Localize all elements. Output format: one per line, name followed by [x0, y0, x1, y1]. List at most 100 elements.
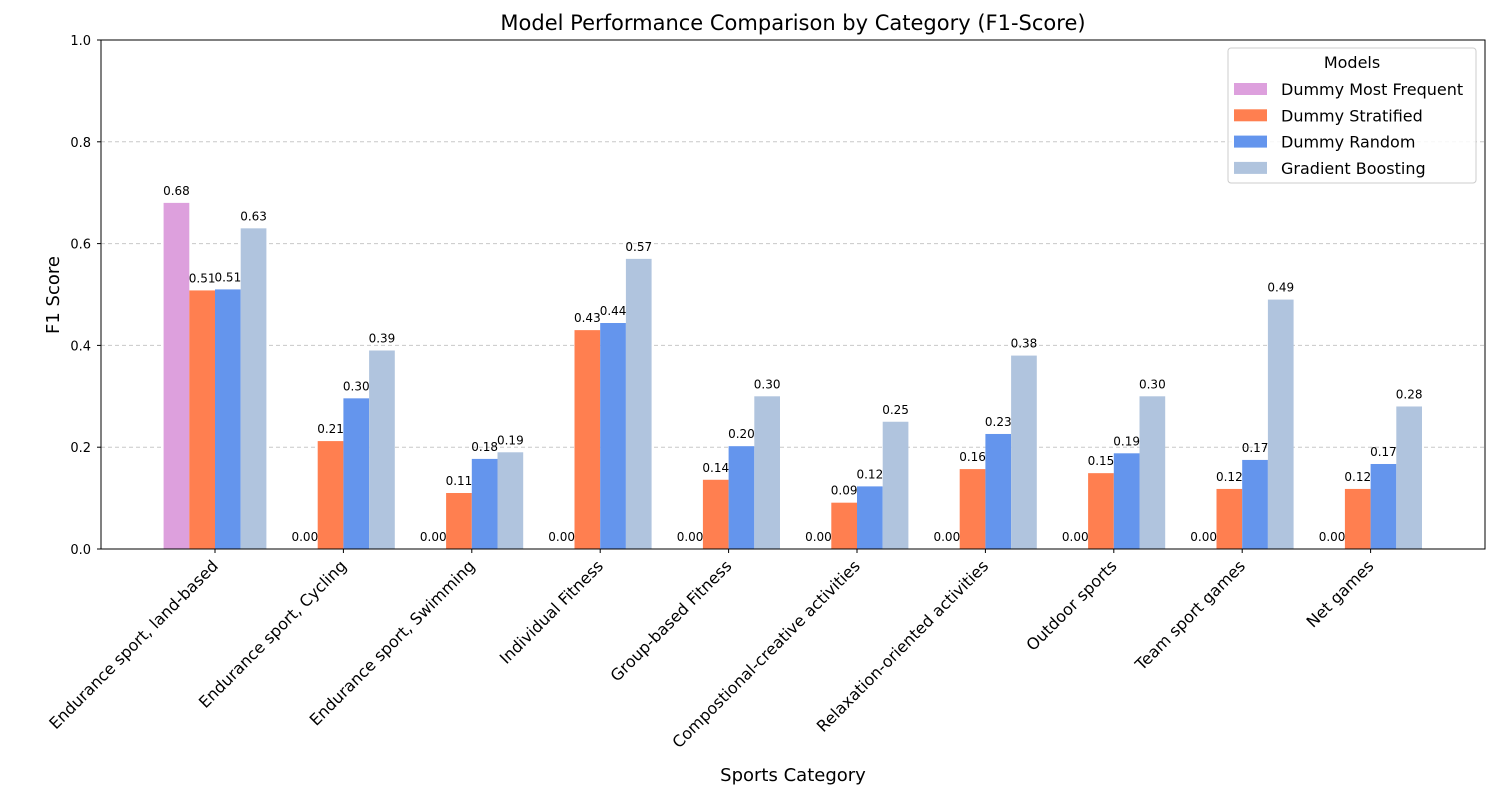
bar — [959, 469, 986, 549]
bar-value-label: 0.15 — [1088, 454, 1115, 468]
bar-value-label: 0.30 — [343, 379, 370, 393]
y-tick-label: 0.2 — [70, 441, 91, 456]
x-tick-label: Endurance sport, land-based — [45, 556, 222, 733]
bar-value-label: 0.00 — [933, 530, 960, 544]
y-axis-title: F1 Score — [43, 256, 64, 334]
bar-value-label: 0.38 — [1011, 337, 1038, 351]
bar — [317, 441, 344, 549]
bar-value-label: 0.43 — [574, 311, 601, 325]
bar-value-label: 0.11 — [446, 474, 473, 488]
y-tick-label: 0.6 — [70, 238, 91, 253]
bar — [754, 396, 780, 549]
bar-value-label: 0.63 — [240, 209, 267, 223]
bar — [446, 493, 472, 549]
bar — [1370, 463, 1397, 549]
legend-box — [1227, 47, 1477, 184]
y-tick-label: 0.0 — [70, 543, 91, 558]
bar — [728, 446, 755, 549]
bar-value-labels: 0.68 0.510.51 0.63 0.00 0.21 0.30 0.39 0.00 0.11… — [163, 184, 1422, 544]
y-axis: 0.0 0.2 0.4 0.6 0.8 1.0 — [70, 34, 101, 558]
y-tick-label: 1.0 — [70, 34, 91, 49]
bar — [625, 258, 652, 549]
bar-value-label: 0.51 — [214, 270, 241, 284]
x-tick-label: Team sport games — [1131, 556, 1249, 674]
legend-title: Models — [1324, 53, 1380, 72]
bar — [1344, 488, 1371, 549]
bar — [985, 433, 1012, 549]
x-tick-label: Endurance sport, Cycling — [195, 556, 350, 711]
bar-value-label: 0.39 — [369, 331, 396, 345]
legend-swatch — [1234, 161, 1267, 174]
legend: Models Dummy Most Frequent Dummy Stratifi… — [1227, 47, 1477, 184]
bar-value-label: 0.21 — [317, 422, 344, 436]
bar — [831, 502, 857, 549]
legend-label: Dummy Most Frequent — [1281, 80, 1463, 99]
legend-label: Dummy Random — [1281, 133, 1415, 152]
chart-title: Model Performance Comparison by Category… — [500, 11, 1085, 35]
bar — [343, 398, 370, 549]
x-axis-title: Sports Category — [720, 765, 866, 786]
bar-value-label: 0.28 — [1396, 387, 1423, 401]
bar-value-label: 0.30 — [1139, 377, 1166, 391]
bar — [215, 289, 241, 549]
bar-value-label: 0.18 — [471, 440, 498, 454]
bar-value-label: 0.25 — [882, 403, 909, 417]
bar — [1088, 473, 1114, 549]
bar-value-label: 0.23 — [985, 415, 1012, 429]
bar — [574, 330, 601, 549]
bar-value-label: 0.14 — [702, 461, 729, 475]
bar-value-label: 0.16 — [959, 450, 986, 464]
bar — [600, 323, 626, 549]
bar — [189, 290, 215, 549]
y-tick-label: 0.8 — [70, 136, 91, 151]
bar-value-label: 0.00 — [548, 530, 575, 544]
bar — [1113, 453, 1140, 549]
plot-area-frame — [100, 39, 1486, 550]
bar-value-label: 0.00 — [1062, 530, 1089, 544]
bar-value-label: 0.09 — [831, 484, 858, 498]
bar-value-label: 0.17 — [1242, 441, 1269, 455]
x-tick-label: Individual Fitness — [496, 556, 607, 667]
bar-value-label: 0.51 — [189, 271, 216, 285]
bar — [1139, 396, 1166, 549]
bar — [1216, 488, 1243, 549]
bar-value-label: 0.19 — [497, 433, 524, 447]
x-tick-label: Group-based Fitness — [607, 556, 736, 685]
bar — [1242, 459, 1268, 549]
bar — [240, 228, 267, 549]
bar-value-label: 0.19 — [1113, 434, 1140, 448]
bar-value-label: 0.30 — [754, 377, 781, 391]
bar-value-label: 0.44 — [600, 304, 627, 318]
legend-swatch — [1234, 109, 1267, 122]
legend-swatch — [1234, 83, 1267, 95]
bar — [1011, 355, 1037, 549]
x-tick-label: Net games — [1303, 556, 1378, 631]
bar — [471, 458, 498, 549]
bar — [497, 452, 524, 549]
bar — [369, 350, 395, 549]
legend-items: Dummy Most Frequent Dummy Stratified Dummy… — [1234, 80, 1463, 178]
x-tick-label: Outdoor sports — [1022, 556, 1120, 654]
bar-value-label: 0.00 — [1319, 530, 1346, 544]
bar — [1396, 406, 1422, 549]
y-tick-label: 0.4 — [70, 339, 91, 354]
bar-value-label: 0.00 — [291, 530, 318, 544]
bar — [702, 479, 729, 549]
bar — [882, 421, 909, 549]
bar-value-label: 0.12 — [856, 467, 883, 481]
bar-value-label: 0.00 — [677, 530, 704, 544]
bar-value-label: 0.12 — [1344, 470, 1371, 484]
legend-label: Gradient Boosting — [1281, 159, 1426, 178]
bar — [1267, 299, 1294, 549]
bar-value-label: 0.17 — [1370, 445, 1397, 459]
bar — [163, 202, 190, 549]
bar-value-label: 0.12 — [1216, 470, 1243, 484]
legend-swatch — [1234, 135, 1267, 148]
bar-value-label: 0.57 — [625, 240, 652, 254]
bar-value-label: 0.49 — [1267, 281, 1294, 295]
bar-value-label: 0.00 — [1190, 530, 1217, 544]
bar-value-label: 0.00 — [420, 530, 447, 544]
bar — [857, 486, 883, 549]
